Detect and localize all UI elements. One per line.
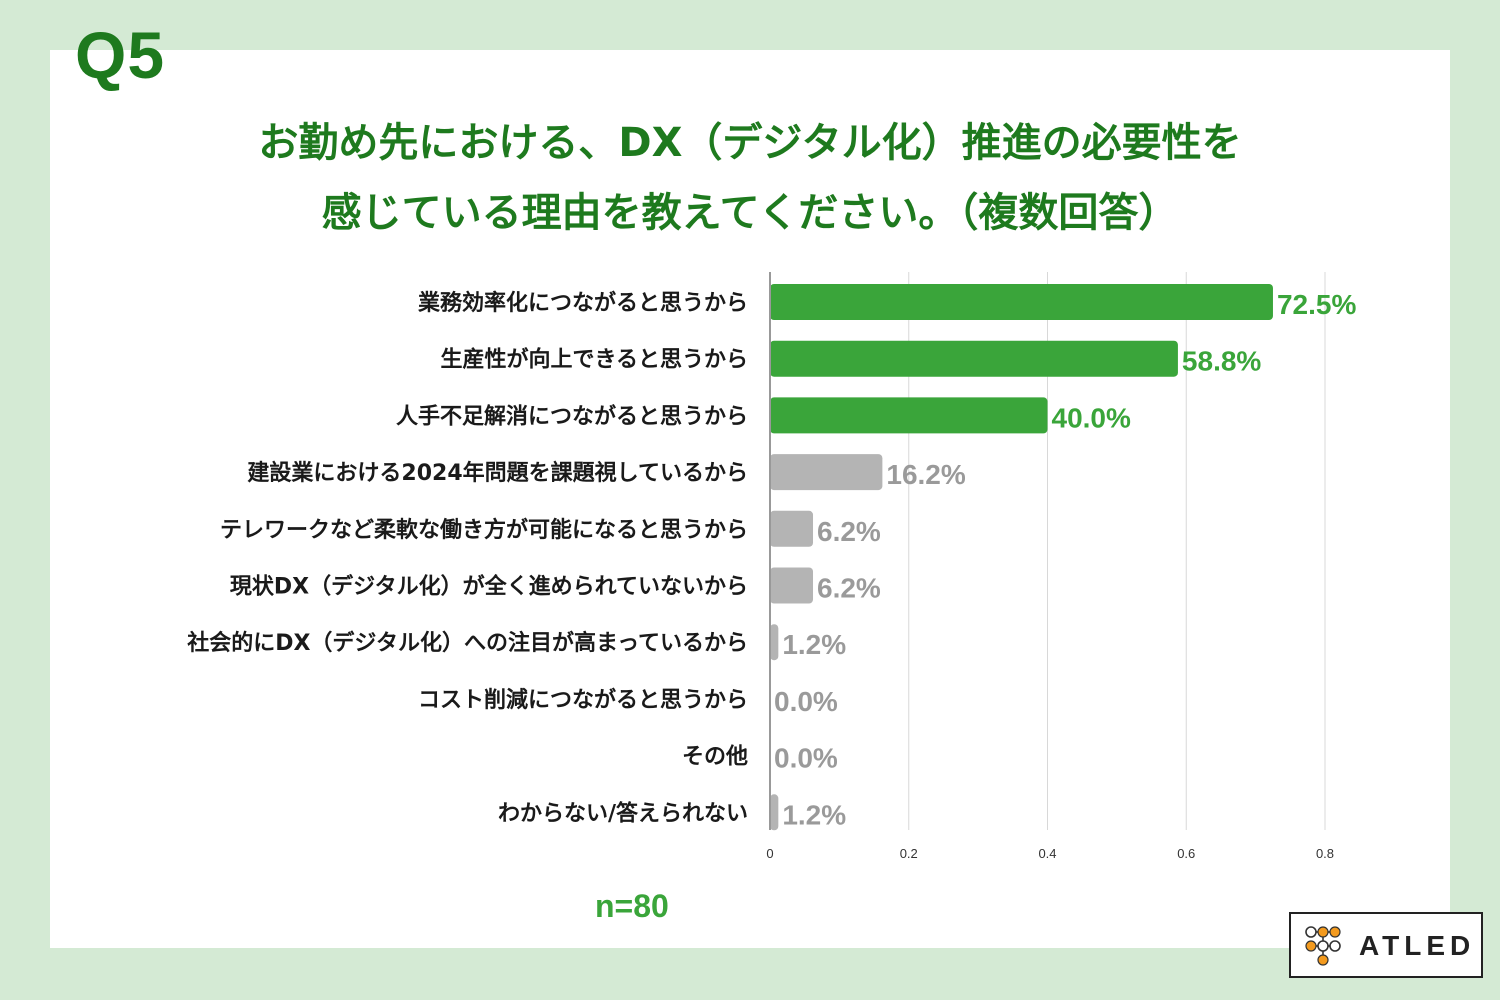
category-label: 現状DX（デジタル化）が全く進められていないから: [230, 574, 748, 600]
category-label: テレワークなど柔軟な働き方が可能になると思うから: [220, 517, 748, 543]
category-label: わからない/答えられない: [498, 800, 748, 826]
bar: [770, 284, 1273, 320]
value-label: 72.5%: [1277, 289, 1356, 320]
value-label: 0.0%: [774, 743, 838, 774]
category-label: 社会的にDX（デジタル化）への注目が高まっているから: [187, 630, 748, 656]
category-label: 生産性が向上できると思うから: [440, 347, 748, 373]
title-line-2: 感じている理由を教えてください。（複数回答）: [321, 190, 1179, 236]
bar: [770, 454, 883, 491]
value-label: 58.8%: [1182, 346, 1261, 377]
category-label: コスト削減につながると思うから: [418, 687, 748, 713]
logo-mark-icon: [1305, 926, 1341, 966]
value-label: 16.2%: [886, 459, 965, 490]
bar: [770, 397, 1048, 434]
chart-card: [50, 50, 1450, 948]
category-label: 業務効率化につながると思うから: [418, 290, 748, 316]
bar: [770, 340, 1178, 377]
x-tick-label: 0.6: [1177, 846, 1195, 861]
value-label: 1.2%: [782, 799, 846, 830]
chart-title: お勤め先における、DX（デジタル化）推進の必要性を 感じている理由を教えてくださ…: [0, 108, 1500, 248]
bar-chart: 0 0.2 0.4 0.6 0.8 業務効率化につながると思うから 72.5% 生産性が向上で…: [187, 272, 1356, 861]
bar: [770, 567, 814, 604]
title-line-1: お勤め先における、DX（デジタル化）推進の必要性を: [258, 120, 1242, 166]
value-label: 0.0%: [774, 686, 838, 717]
value-label: 1.2%: [782, 629, 846, 660]
value-label: 40.0%: [1052, 402, 1131, 433]
atled-logo: ATLED: [1289, 912, 1483, 978]
bar: [770, 794, 779, 831]
category-label: その他: [682, 745, 748, 770]
x-tick-label: 0.2: [900, 846, 918, 861]
question-number: Q5: [75, 18, 166, 92]
logo-text: ATLED: [1359, 930, 1476, 961]
sample-size-label: n=80: [595, 888, 669, 924]
value-label: 6.2%: [817, 516, 881, 547]
category-label: 建設業における2024年問題を課題視しているから: [247, 460, 748, 486]
bar: [770, 624, 779, 661]
x-tick-label: 0.8: [1316, 846, 1334, 861]
x-tick-label: 0.4: [1038, 846, 1056, 861]
x-tick-label: 0: [766, 846, 773, 861]
bar: [770, 510, 814, 547]
value-label: 6.2%: [817, 573, 881, 604]
category-label: 人手不足解消につながると思うから: [396, 403, 748, 429]
